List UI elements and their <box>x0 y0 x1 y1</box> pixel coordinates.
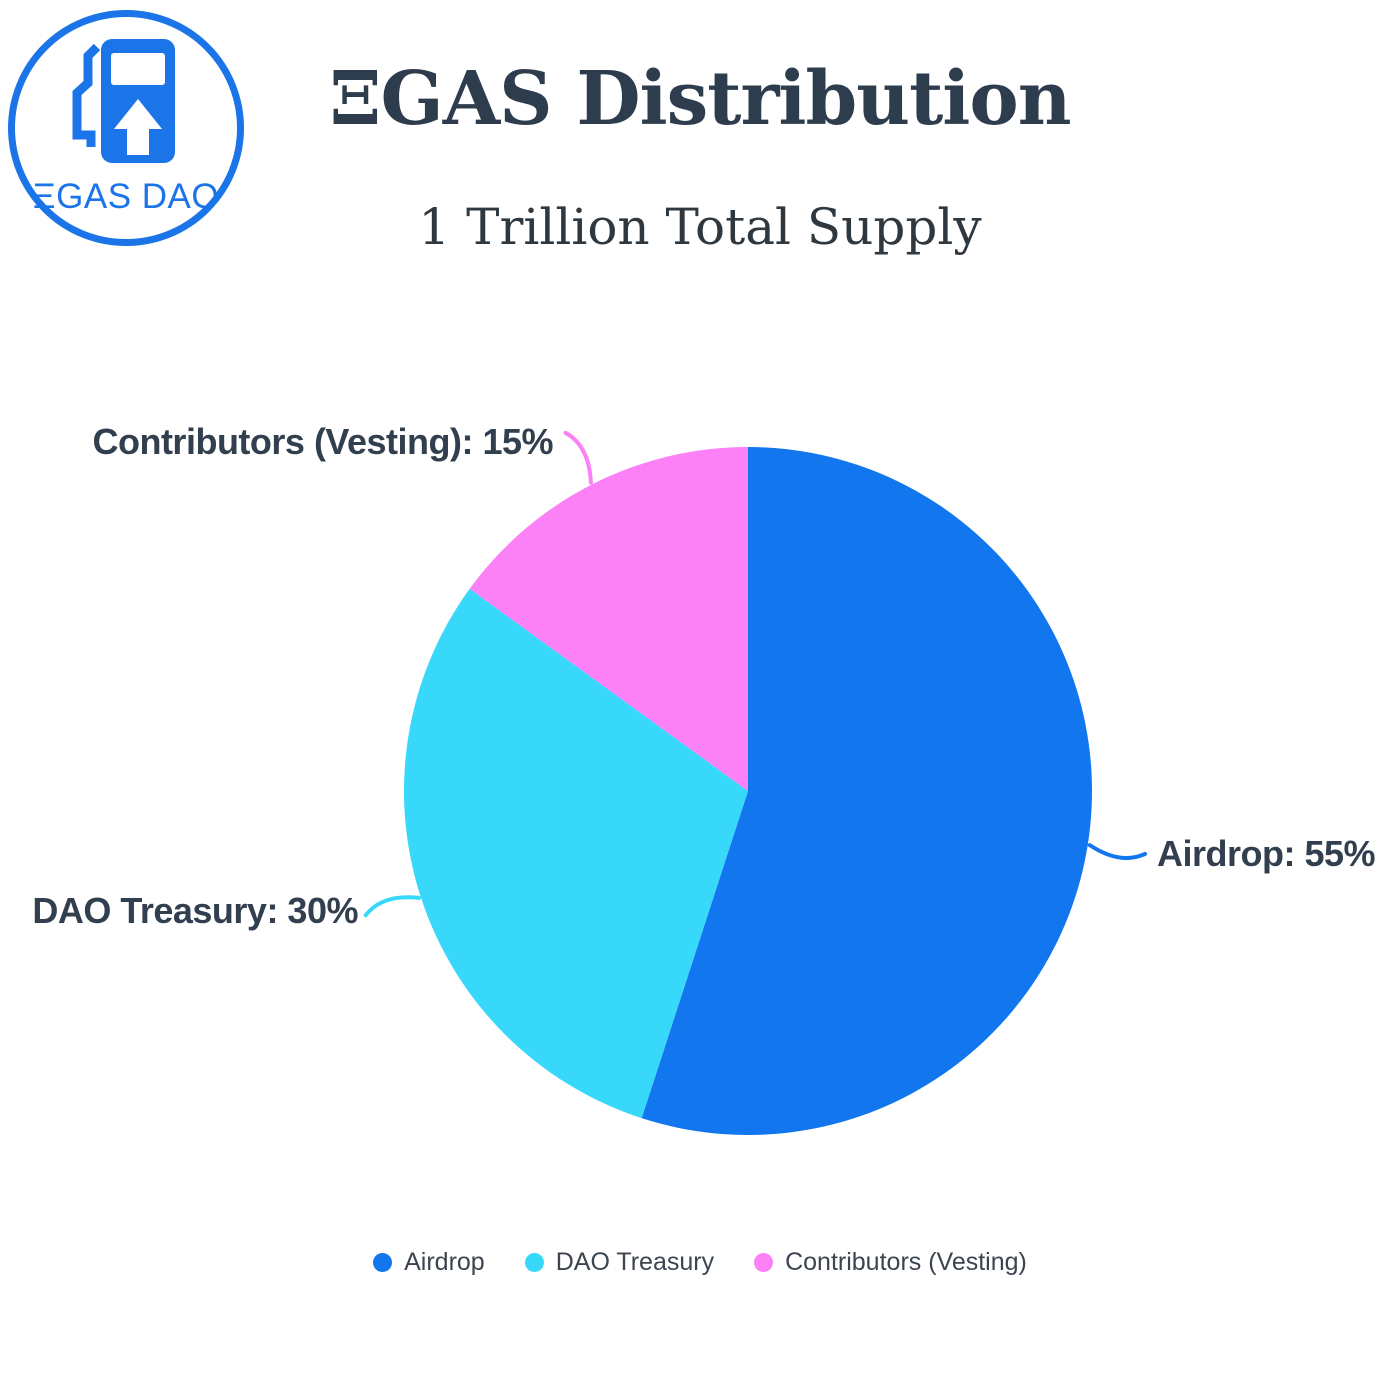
legend-dot-dao-treasury <box>524 1253 544 1272</box>
callout-line-dao-treasury <box>363 895 421 918</box>
pie-slice-contributors-vesting <box>469 446 748 791</box>
pie-slice-dao-treasury <box>403 588 748 1119</box>
legend-item-contributors-vesting: Contributors (Vesting) <box>754 1248 1027 1277</box>
legend-item-dao-treasury: DAO Treasury <box>524 1248 715 1277</box>
legend-item-airdrop: Airdrop <box>373 1248 485 1277</box>
legend-dot-airdrop <box>373 1253 393 1272</box>
callout-dao-treasury: DAO Treasury: 30% <box>32 890 358 931</box>
legend-label-contributors-vesting: Contributors (Vesting) <box>785 1248 1027 1276</box>
gas-pump-up-arrow-icon <box>72 39 175 163</box>
chart-legend: Airdrop DAO Treasury Contributors (Vesti… <box>0 1248 1400 1277</box>
callout-contributors-vesting: Contributors (Vesting): 15% <box>92 421 553 462</box>
pie-slice-airdrop <box>641 447 1092 1136</box>
logo-badge: ΞGAS DAO <box>8 10 244 246</box>
logo-text: ΞGAS DAO <box>32 177 220 216</box>
legend-dot-contributors-vesting <box>754 1253 774 1272</box>
legend-label-dao-treasury: DAO Treasury <box>555 1248 715 1276</box>
page-subtitle: 1 Trillion Total Supply <box>418 198 982 256</box>
callout-airdrop: Airdrop: 55% <box>1157 833 1376 874</box>
callout-line-airdrop <box>1087 843 1148 861</box>
page-title: ΞGAS Distribution <box>329 56 1071 142</box>
legend-label-airdrop: Airdrop <box>404 1248 485 1276</box>
callout-line-contributors-vesting <box>563 430 593 485</box>
